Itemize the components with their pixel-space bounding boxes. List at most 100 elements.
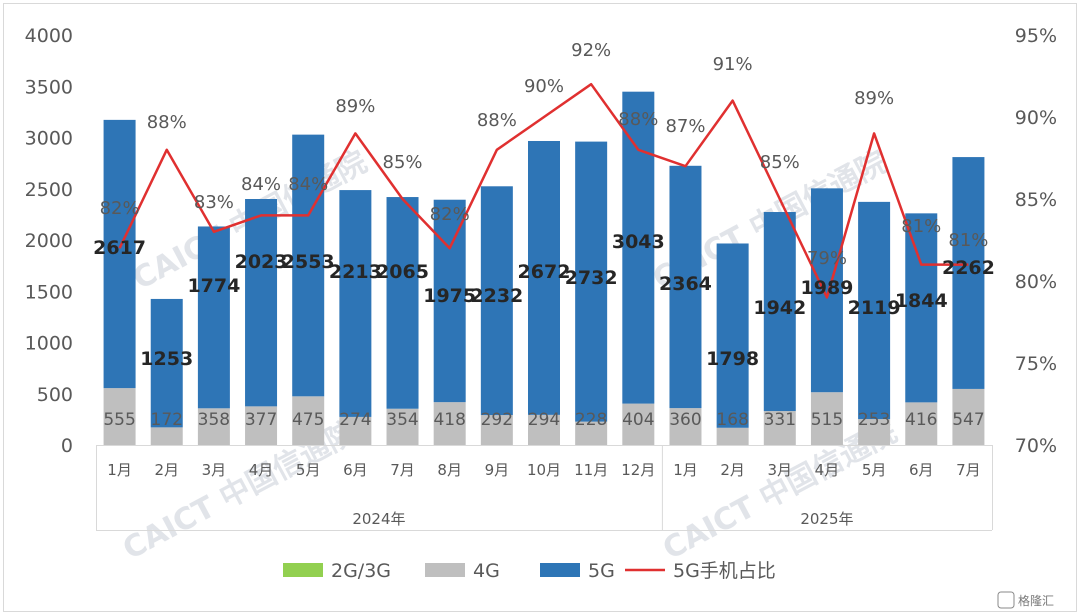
label-4g: 274 xyxy=(339,410,371,430)
x-tick-label: 3月 xyxy=(768,461,793,479)
label-5g: 2672 xyxy=(518,261,571,283)
label-5g-share: 83% xyxy=(194,192,234,213)
x-tick-label: 4月 xyxy=(815,461,840,479)
label-5g-share: 88% xyxy=(477,110,517,131)
label-5g-share: 90% xyxy=(524,76,564,97)
y-right-tick: 80% xyxy=(1015,271,1057,293)
group-label: 2024年 xyxy=(352,510,405,528)
label-5g: 2262 xyxy=(942,257,995,279)
bar-4g xyxy=(858,419,891,445)
bar-5g xyxy=(386,197,419,409)
y-right-tick: 75% xyxy=(1015,353,1057,375)
label-5g: 1975 xyxy=(423,285,476,307)
label-5g: 2232 xyxy=(470,285,523,307)
x-tick-label: 5月 xyxy=(862,461,887,479)
label-5g: 2119 xyxy=(848,297,901,319)
y-left-tick: 3500 xyxy=(25,76,73,98)
label-4g: 168 xyxy=(716,410,748,430)
logo-text: 格隆汇 xyxy=(1018,593,1054,608)
bar-4g xyxy=(528,414,560,445)
y-left-tick: 4000 xyxy=(25,25,73,47)
bar-4g xyxy=(386,408,419,445)
group-label: 2025年 xyxy=(800,510,853,528)
label-4g: 294 xyxy=(528,410,560,430)
label-5g-share: 89% xyxy=(854,88,894,109)
bar-4g xyxy=(339,416,372,445)
label-4g: 416 xyxy=(905,410,937,430)
label-4g: 404 xyxy=(622,410,654,430)
y-left-tick: 1500 xyxy=(25,281,73,303)
label-5g: 1989 xyxy=(801,277,854,299)
legend-label: 2G/3G xyxy=(331,560,391,582)
label-5g: 2065 xyxy=(376,261,429,283)
bar-4g xyxy=(150,427,183,445)
label-5g: 2732 xyxy=(565,267,618,289)
bar-4g xyxy=(245,406,278,445)
bar-4g xyxy=(905,402,938,445)
bar-4g xyxy=(622,403,655,445)
legend-swatch xyxy=(283,563,323,577)
label-4g: 515 xyxy=(811,410,843,430)
bar-4g xyxy=(197,408,230,445)
label-4g: 555 xyxy=(103,410,135,430)
label-5g-share: 87% xyxy=(665,116,705,137)
bar-5g xyxy=(905,213,938,403)
x-tick-label: 4月 xyxy=(249,461,274,479)
bar-5g xyxy=(150,298,183,428)
bar-5g xyxy=(292,134,325,397)
label-4g: 377 xyxy=(245,410,277,430)
bar-5g xyxy=(103,119,136,389)
label-5g-share: 81% xyxy=(901,216,941,237)
legend-swatch xyxy=(425,563,465,577)
bar-5g xyxy=(858,201,891,420)
x-tick-label: 6月 xyxy=(909,461,934,479)
label-4g: 547 xyxy=(952,410,984,430)
bar-5g xyxy=(197,226,230,409)
label-4g: 418 xyxy=(433,410,465,430)
label-5g: 1774 xyxy=(187,275,240,297)
y-right-tick: 85% xyxy=(1015,189,1057,211)
bar-5g xyxy=(480,186,513,416)
legend-label: 5G手机占比 xyxy=(673,560,776,582)
bar-4g xyxy=(952,388,985,445)
x-tick-label: 10月 xyxy=(527,461,561,479)
x-tick-label: 7月 xyxy=(390,461,415,479)
bar-4g xyxy=(763,411,796,445)
label-4g: 228 xyxy=(575,410,607,430)
label-5g: 1844 xyxy=(895,290,948,312)
bar-5g xyxy=(810,188,843,393)
bar-5g xyxy=(622,91,655,404)
bar-4g xyxy=(103,388,136,445)
label-4g: 358 xyxy=(198,410,230,430)
y-right-tick: 90% xyxy=(1015,107,1057,129)
bar-5g xyxy=(763,212,796,412)
x-tick-label: 11月 xyxy=(574,461,608,479)
x-tick-label: 5月 xyxy=(296,461,321,479)
label-5g-share: 81% xyxy=(948,230,988,251)
bar-5g xyxy=(952,157,985,389)
x-tick-label: 1月 xyxy=(107,461,132,479)
bar-4g xyxy=(292,396,325,445)
label-4g: 331 xyxy=(764,410,796,430)
bar-4g xyxy=(716,427,749,445)
y-right-tick: 70% xyxy=(1015,435,1057,457)
y-left-tick: 2000 xyxy=(25,230,73,252)
label-5g-share: 85% xyxy=(383,152,423,173)
label-5g: 2364 xyxy=(659,273,712,295)
label-5g: 2023 xyxy=(235,251,288,273)
line-5g-share xyxy=(118,82,969,299)
bar-4g xyxy=(480,415,513,445)
x-tick-label: 6月 xyxy=(343,461,368,479)
label-5g: 2617 xyxy=(93,237,146,259)
y-left-tick: 0 xyxy=(61,435,73,457)
label-5g: 1253 xyxy=(140,348,193,370)
label-5g-share: 84% xyxy=(241,174,281,195)
label-5g: 3043 xyxy=(612,231,665,253)
label-5g-share: 92% xyxy=(571,40,611,61)
bar-4g xyxy=(575,421,608,445)
bar-5g xyxy=(716,243,749,428)
label-5g-share: 79% xyxy=(807,248,847,269)
label-5g: 2553 xyxy=(282,251,335,273)
y-left-tick: 3000 xyxy=(25,128,73,150)
